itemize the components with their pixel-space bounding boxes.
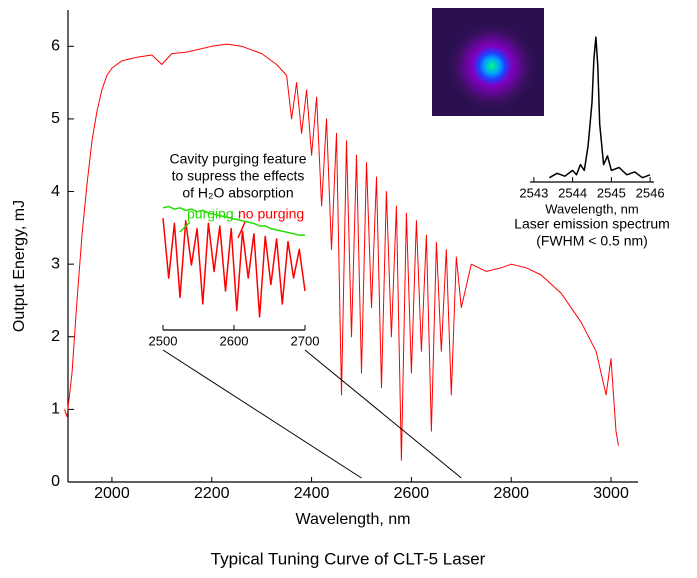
y-tick-label: 1: [51, 401, 60, 418]
x-tick-label: 2400: [294, 485, 330, 502]
beam-image: [448, 22, 536, 110]
x-tick-label: 2800: [493, 485, 529, 502]
y-axis-label: Output Energy, mJ: [11, 200, 28, 332]
y-tick-label: 3: [51, 255, 60, 272]
data-line: [64, 43, 619, 461]
annotation: of H₂O absorption: [182, 185, 293, 201]
y-tick-label: 0: [51, 473, 60, 490]
annotation: to supress the effects: [172, 168, 305, 184]
x-axis-label: Wavelength, nm: [295, 511, 410, 528]
annotation: Laser emission spectrum: [514, 216, 670, 232]
x-tick-label: 2700: [291, 333, 320, 348]
y-tick-label: 4: [51, 183, 60, 200]
x-tick-label: 2544: [558, 185, 587, 200]
series-label: purging: [187, 206, 234, 222]
x-tick-label: 2500: [149, 333, 178, 348]
y-tick-label: 5: [51, 110, 60, 127]
data-line: [162, 218, 306, 318]
x-tick-label: 2000: [94, 485, 130, 502]
annotation: (FWHM < 0.5 nm): [536, 233, 648, 249]
x-tick-label: 2600: [394, 485, 430, 502]
x-tick-label: 2200: [194, 485, 230, 502]
series-label: no purging: [238, 206, 304, 222]
x-tick-label: 2600: [220, 333, 249, 348]
data-line: [549, 36, 651, 179]
x-tick-label: 2543: [519, 185, 548, 200]
x-tick-label: 2545: [597, 185, 626, 200]
data-line: [162, 205, 305, 236]
y-tick-label: 6: [51, 38, 60, 55]
connector: [304, 349, 462, 479]
annotation: Cavity purging feature: [170, 151, 307, 167]
x-tick-label: 2546: [636, 185, 665, 200]
x-tick-label: 3000: [593, 485, 629, 502]
series-arrow: [237, 221, 246, 239]
x-axis-label: Wavelength, nm: [545, 201, 638, 216]
connector: [162, 349, 362, 479]
caption: Typical Tuning Curve of CLT-5 Laser: [211, 549, 486, 568]
series-arrow: [179, 221, 191, 233]
y-tick-label: 2: [51, 328, 60, 345]
